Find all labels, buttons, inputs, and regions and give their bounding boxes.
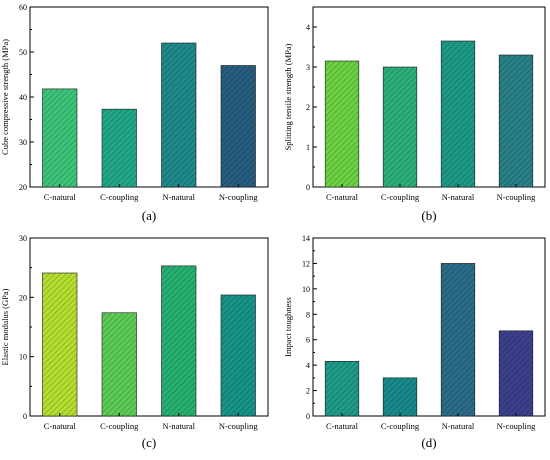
x-tick-label: N-natural xyxy=(442,421,475,431)
bar-c-coupling xyxy=(382,66,418,188)
y-tick-label: 0 xyxy=(23,412,27,421)
y-tick-label: 20 xyxy=(19,183,27,192)
bar-n-coupling xyxy=(220,65,256,188)
x-tick-label: N-natural xyxy=(162,192,195,202)
x-tick-label: C-coupling xyxy=(100,421,139,431)
panel-caption: (b) xyxy=(421,208,436,223)
panel-caption: (c) xyxy=(142,435,156,450)
panel-a: 20 30 40 50 60 Cube compressive strength (MPa… xyxy=(0,3,269,223)
x-tick-label: C-natural xyxy=(44,421,77,431)
y-tick-label: 50 xyxy=(19,48,27,57)
bar-n-natural xyxy=(440,40,476,188)
y-tick-label: 1 xyxy=(306,143,310,152)
panel-b: 0 1 2 3 4 Splitting tensile strength (MPa) C-n… xyxy=(283,6,546,223)
y-axis-label: Elastic modulus (GPa) xyxy=(0,288,10,365)
panel-caption: (d) xyxy=(421,435,436,450)
x-tick-label: C-coupling xyxy=(381,192,420,202)
y-tick-label: 40 xyxy=(19,93,27,102)
x-tick-label: C-coupling xyxy=(381,421,420,431)
y-tick-label: 4 xyxy=(306,23,310,32)
x-tick-label: C-natural xyxy=(326,192,359,202)
y-tick-label: 2 xyxy=(306,387,310,396)
plot-frame xyxy=(312,6,546,188)
x-tick-label: N-coupling xyxy=(219,421,258,431)
y-axis-label: Impact toughness xyxy=(283,297,293,357)
bar-c-natural xyxy=(42,88,78,188)
y-tick-label: 6 xyxy=(306,336,310,345)
y-tick-label: 4 xyxy=(306,361,310,370)
y-tick-label: 10 xyxy=(302,285,310,294)
panel-caption: (a) xyxy=(142,208,156,223)
x-tick-label: N-natural xyxy=(162,421,195,431)
y-tick-label: 30 xyxy=(19,138,27,147)
x-tick-label: N-natural xyxy=(442,192,475,202)
x-tick-label: C-natural xyxy=(326,421,359,431)
y-axis-label: Cube compressive strength (MPa) xyxy=(0,39,10,155)
panel-d: 0 2 4 6 8 10 12 14 Impact toughness C-natural C-co… xyxy=(283,234,546,450)
y-tick-label: 12 xyxy=(302,259,310,268)
bar-n-natural xyxy=(161,265,197,417)
y-tick-label: 30 xyxy=(19,234,27,243)
bar-n-natural xyxy=(440,263,476,417)
bar-c-natural xyxy=(324,361,360,417)
x-tick-label: C-coupling xyxy=(100,192,139,202)
bar-c-coupling xyxy=(382,377,418,417)
bar-c-coupling xyxy=(101,312,137,417)
y-tick-label: 14 xyxy=(302,234,310,243)
y-tick-label: 3 xyxy=(306,63,310,72)
y-tick-label: 2 xyxy=(306,103,310,112)
bar-n-natural xyxy=(161,42,197,188)
bar-c-natural xyxy=(324,60,360,188)
y-tick-label: 60 xyxy=(19,3,27,12)
y-tick-label: 8 xyxy=(306,310,310,319)
y-tick-label: 0 xyxy=(306,412,310,421)
panel-c: 0 10 20 30 Elastic modulus (GPa) C-natural C-c… xyxy=(0,234,269,450)
bar-n-coupling xyxy=(498,54,534,188)
y-tick-label: 10 xyxy=(19,353,27,362)
bar-c-natural xyxy=(42,272,78,417)
x-tick-label: N-coupling xyxy=(497,192,536,202)
y-tick-label: 20 xyxy=(19,293,27,302)
x-tick-label: N-coupling xyxy=(497,421,536,431)
y-axis-label: Splitting tensile strength (MPa) xyxy=(283,43,293,150)
bar-c-coupling xyxy=(101,108,137,188)
bar-n-coupling xyxy=(220,294,256,417)
bar-n-coupling xyxy=(498,330,534,417)
y-tick-label: 0 xyxy=(306,183,310,192)
x-tick-label: N-coupling xyxy=(219,192,258,202)
x-tick-label: C-natural xyxy=(44,192,77,202)
